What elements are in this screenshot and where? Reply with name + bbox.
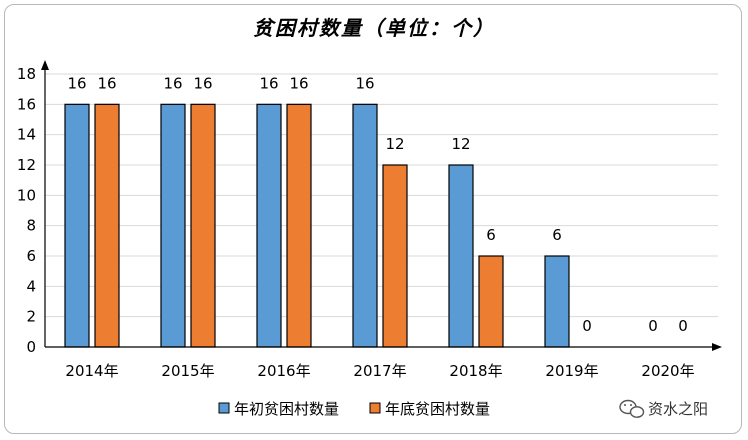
y-tick-label: 18: [17, 65, 36, 83]
y-tick-label: 8: [26, 217, 36, 235]
data-label: 6: [486, 226, 496, 244]
data-label: 16: [97, 74, 116, 92]
y-tick-label: 4: [26, 277, 36, 295]
bar: [190, 103, 216, 348]
x-tick-label: 2015年: [161, 362, 214, 380]
y-tick-label: 16: [17, 95, 36, 113]
bars: [64, 103, 570, 348]
x-tick-label: 2014年: [65, 362, 118, 380]
bar: [478, 255, 504, 348]
legend: 年初贫困村数量 年底贫困村数量: [218, 400, 490, 418]
data-label: 6: [552, 226, 562, 244]
x-tick-label: 2017年: [353, 362, 406, 380]
watermark-text: 资水之阳: [648, 400, 708, 418]
x-axis-arrow: [712, 343, 722, 351]
bar: [448, 164, 474, 348]
bar: [382, 164, 408, 348]
y-axis-arrow: [41, 60, 49, 70]
data-label: 0: [648, 317, 658, 335]
legend-label: 年底贫困村数量: [385, 400, 490, 418]
watermark: 资水之阳: [619, 399, 708, 418]
data-label: 12: [451, 135, 470, 153]
data-label: 16: [289, 74, 308, 92]
y-tick-label: 2: [26, 308, 36, 326]
bar: [160, 103, 186, 348]
bar: [94, 103, 120, 348]
gridlines: [45, 73, 718, 318]
chart-title: 贫困村数量（单位：个）: [253, 16, 495, 40]
bar: [544, 255, 570, 348]
x-tick-label: 2016年: [257, 362, 310, 380]
bar: [352, 103, 378, 348]
legend-label: 年初贫困村数量: [234, 400, 339, 418]
legend-swatch: [218, 402, 230, 414]
data-label: 16: [67, 74, 86, 92]
data-label: 16: [163, 74, 182, 92]
data-label: 0: [678, 317, 688, 335]
data-label: 16: [355, 74, 374, 92]
bar: [64, 103, 90, 348]
data-label: 16: [193, 74, 212, 92]
y-tick-label: 0: [26, 338, 36, 356]
x-tick-label: 2018年: [449, 362, 502, 380]
y-tick-label: 10: [17, 186, 36, 204]
bar: [256, 103, 282, 348]
bar: [286, 103, 312, 348]
wechat-icon: [619, 399, 645, 418]
axes: [41, 60, 722, 351]
legend-swatch: [369, 402, 381, 414]
y-tick-label: 14: [17, 126, 36, 144]
y-tick-label: 12: [17, 156, 36, 174]
data-labels: 16 16 16 16 16 16 16 12 12 6 6 0 0 0: [67, 74, 687, 335]
y-tick-label: 6: [26, 247, 36, 265]
data-label: 12: [385, 135, 404, 153]
y-tick-labels: 0 2 4 6 8 10 12 14 16 18: [17, 65, 36, 356]
data-label: 16: [259, 74, 278, 92]
x-tick-label: 2019年: [545, 362, 598, 380]
data-label: 0: [582, 317, 592, 335]
x-tick-labels: 2014年 2015年 2016年 2017年 2018年 2019年 2020年: [65, 362, 694, 380]
x-tick-label: 2020年: [641, 362, 694, 380]
